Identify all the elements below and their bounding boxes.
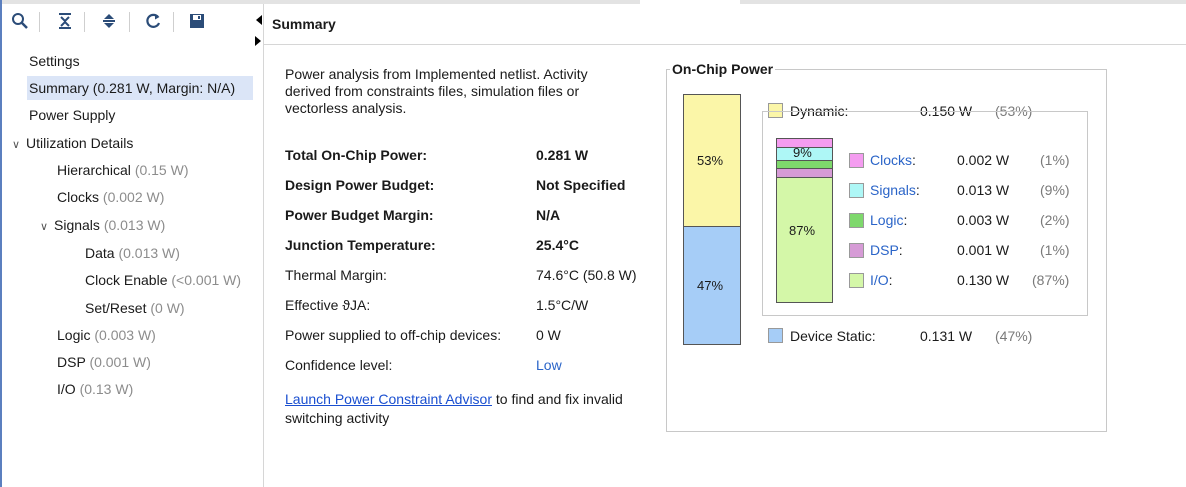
tree-item-logic[interactable]: Logic (0.003 W) — [57, 327, 156, 343]
device-static-swatch — [768, 328, 783, 343]
io-link[interactable]: I/O: — [870, 272, 893, 288]
chevron-down-icon[interactable]: ∨ — [12, 139, 21, 151]
design-power-budget-row: Design Power Budget: Not Specified — [285, 177, 626, 193]
tree-item-utilization-details[interactable]: ∨ Utilization Details — [12, 131, 133, 155]
top-border — [0, 0, 1186, 4]
tree-item-dsp[interactable]: DSP (0.001 W) — [57, 354, 151, 370]
tree-item-power-supply[interactable]: Power Supply — [29, 107, 116, 123]
on-chip-power-chart — [666, 69, 1107, 432]
dynamic-bar-segment — [683, 94, 741, 227]
clocks-value: 0.002 W — [957, 152, 1010, 168]
dynamic-swatch — [768, 103, 783, 118]
device-static-label: Device Static: — [790, 328, 876, 344]
tree-item-data[interactable]: Data (0.013 W) — [85, 245, 180, 261]
navigation-panel: Settings Summary (0.281 W, Margin: N/A) … — [2, 4, 264, 487]
confidence-level-link[interactable]: Low — [536, 357, 562, 373]
device-static-percent: (47%) — [995, 328, 1033, 344]
power-constraint-advisor-link[interactable]: Launch Power Constraint Advisor — [285, 391, 492, 407]
io-percent: (87%) — [1032, 272, 1070, 288]
collapse-panel-icon[interactable] — [256, 15, 262, 25]
off-chip-power-row: Power supplied to off-chip devices: 0 W — [285, 327, 561, 343]
dynamic-bar-label: 53% — [697, 152, 724, 168]
io-swatch — [849, 273, 864, 288]
static-bar-segment — [683, 226, 741, 345]
total-on-chip-power-row: Total On-Chip Power: 0.281 W — [285, 147, 589, 163]
chart-title: On-Chip Power — [670, 61, 776, 77]
io-value: 0.130 W — [957, 272, 1010, 288]
analysis-description: Power analysis from Implemented netlist.… — [285, 66, 588, 116]
collapse-all-icon[interactable] — [53, 9, 77, 33]
tree-item-hierarchical[interactable]: Hierarchical (0.15 W) — [57, 162, 189, 178]
tree-item-io[interactable]: I/O (0.13 W) — [57, 381, 134, 397]
refresh-icon[interactable] — [141, 9, 165, 33]
dsp-link[interactable]: DSP: — [870, 242, 903, 258]
logic-value: 0.003 W — [957, 212, 1010, 228]
power-budget-margin-row: Power Budget Margin: N/A — [285, 207, 561, 223]
signals-link[interactable]: Signals: — [870, 182, 920, 198]
tree-item-clock-enable[interactable]: Clock Enable (<0.001 W) — [85, 272, 242, 288]
tree-item-signals[interactable]: ∨ Signals (0.013 W) — [40, 213, 165, 237]
page-title: Summary — [272, 16, 336, 32]
signals-value: 0.013 W — [957, 182, 1010, 198]
dsp-percent: (1%) — [1040, 242, 1070, 258]
device-static-value: 0.131 W — [920, 328, 973, 344]
io-bar-segment — [776, 177, 833, 303]
dsp-value: 0.001 W — [957, 242, 1010, 258]
logic-swatch — [849, 213, 864, 228]
logic-percent: (2%) — [1040, 212, 1070, 228]
dynamic-breakdown-box — [762, 111, 1088, 316]
junction-temperature-row: Junction Temperature: 25.4°C — [285, 237, 579, 253]
clocks-percent: (1%) — [1040, 152, 1070, 168]
tree-item-set-reset[interactable]: Set/Reset (0 W) — [85, 300, 185, 316]
effective-theta-ja-row: Effective ϑJA: 1.5°C/W — [285, 297, 589, 313]
tree-item-clocks[interactable]: Clocks (0.002 W) — [57, 189, 165, 205]
signals-percent: (9%) — [1040, 182, 1070, 198]
toolbar — [2, 4, 252, 40]
signals-bar-label: 9% — [793, 145, 812, 161]
chevron-down-icon[interactable]: ∨ — [40, 221, 49, 233]
advisor-note: Launch Power Constraint Advisor to find … — [285, 391, 623, 426]
dsp-swatch — [849, 243, 864, 258]
save-icon[interactable] — [185, 9, 209, 33]
search-icon[interactable] — [8, 9, 32, 33]
expand-panel-icon[interactable] — [255, 36, 261, 46]
static-bar-label: 47% — [697, 278, 724, 293]
tree-item-summary[interactable]: Summary (0.281 W, Margin: N/A) — [27, 76, 253, 100]
io-bar-label: 87% — [789, 223, 816, 239]
confidence-level-row: Confidence level: Low — [285, 357, 562, 373]
panel-header: Summary — [264, 4, 1186, 45]
thermal-margin-row: Thermal Margin: 74.6°C (50.8 W) — [285, 267, 637, 283]
clocks-link[interactable]: Clocks: — [870, 152, 916, 168]
tree-item-settings[interactable]: Settings — [29, 53, 80, 69]
signals-swatch — [849, 183, 864, 198]
clocks-swatch — [849, 153, 864, 168]
logic-link[interactable]: Logic: — [870, 212, 908, 228]
window-left-edge — [0, 0, 2, 487]
expand-all-icon[interactable] — [97, 9, 121, 33]
